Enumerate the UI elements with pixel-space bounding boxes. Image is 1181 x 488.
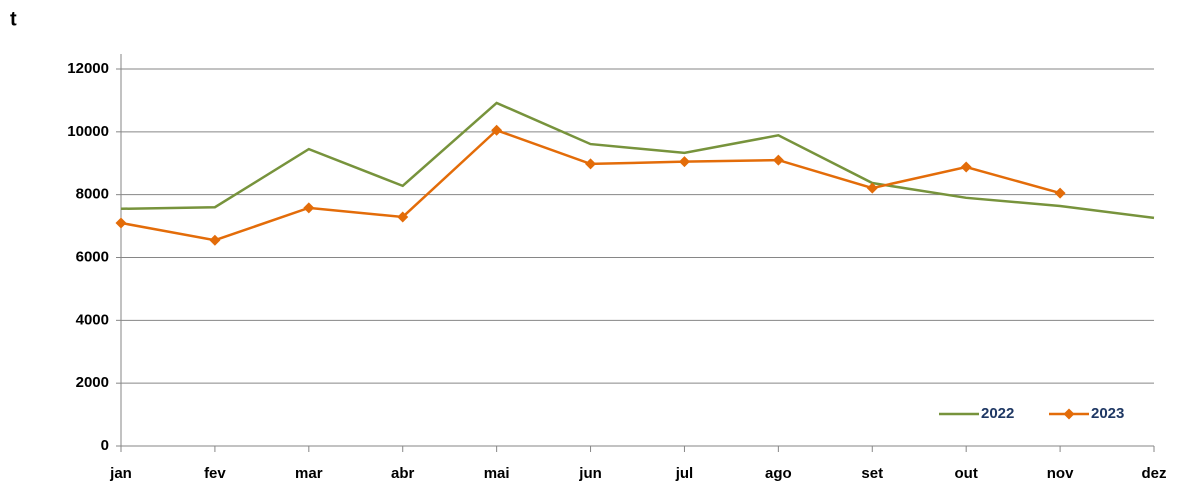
x-tick-label: nov [1047,465,1074,482]
y-tick-label: 6000 [76,248,109,265]
x-tick-label: ago [765,465,792,482]
legend-label: 2022 [981,405,1014,422]
x-tick-label: jun [578,465,602,482]
y-tick-label: 12000 [67,60,109,77]
x-tick-label: fev [204,465,226,482]
x-tick-label: set [861,465,883,482]
data-point [1054,187,1066,199]
data-point [866,182,878,194]
y-tick-label: 10000 [67,123,109,140]
x-tick-label: mai [484,465,510,482]
data-point [585,158,597,170]
x-tick-label: jan [109,465,132,482]
data-point [678,156,690,168]
data-point [209,234,221,246]
x-tick-label: dez [1141,465,1166,482]
x-tick-label: out [955,465,978,482]
data-point [960,161,972,173]
y-tick-label: 2000 [76,374,109,391]
x-tick-label: jul [675,465,694,482]
data-point [303,202,315,214]
y-tick-label: 8000 [76,186,109,203]
data-point [772,154,784,166]
x-tick-label: mar [295,465,323,482]
y-axis-label: t [10,8,17,30]
legend-marker [1063,408,1075,420]
y-tick-label: 0 [101,437,109,454]
series-line [120,128,1061,242]
series-line [120,101,1155,220]
y-tick-label: 4000 [76,311,109,328]
data-point [115,217,127,229]
data-point [397,211,409,223]
x-tick-label: abr [391,465,415,482]
legend-label: 2023 [1091,405,1124,422]
data-point [491,124,503,136]
